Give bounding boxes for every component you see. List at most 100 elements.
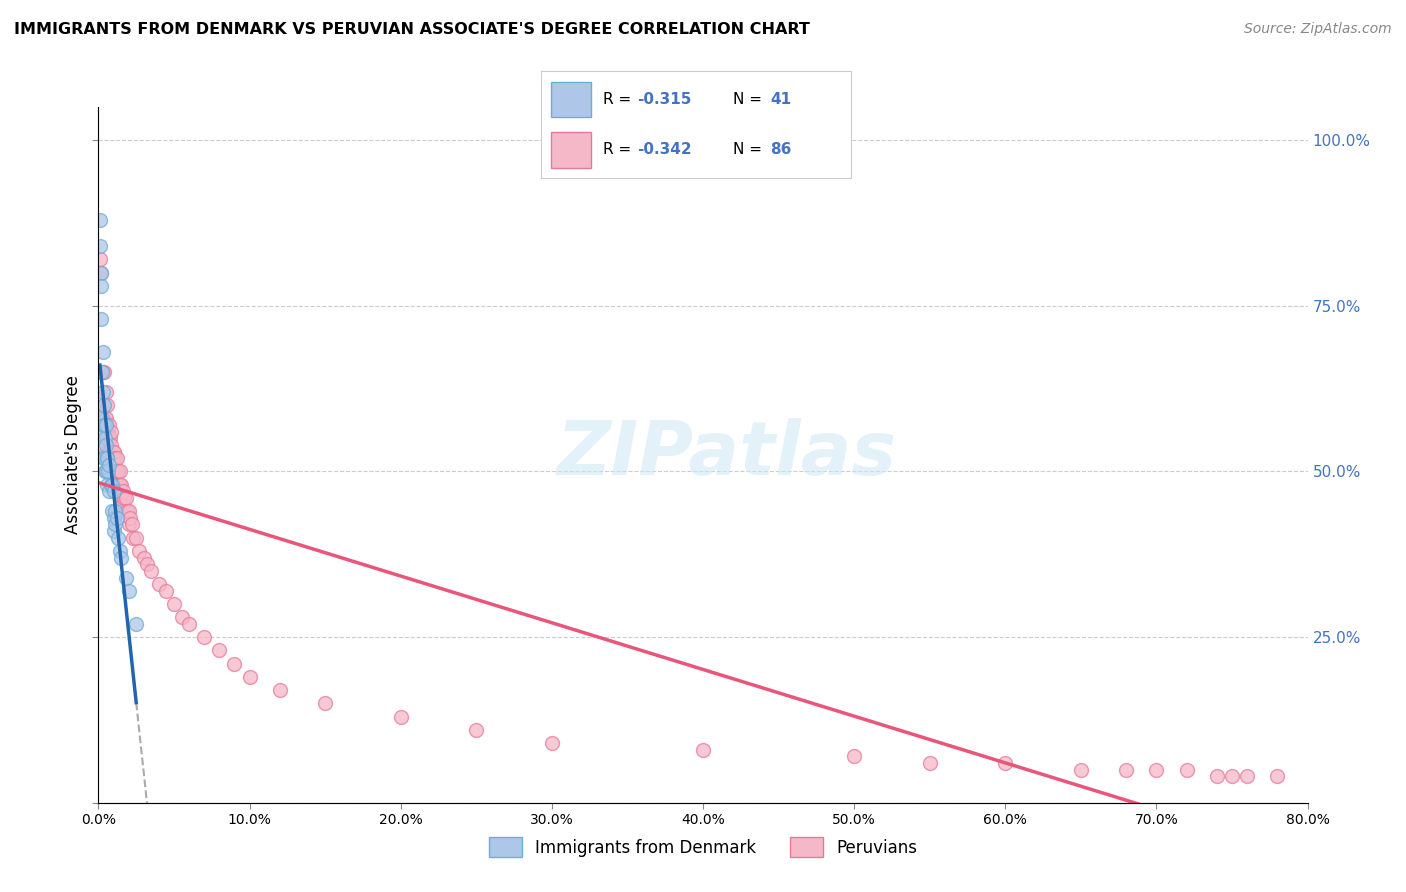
Point (97, 465, 120, 479)
Point (103, 484, 125, 499)
Point (122, 531, 145, 545)
Point (89, 212, 111, 227)
Point (104, 517, 127, 532)
Point (163, 597, 186, 611)
Point (98, 484, 121, 499)
Point (540, 736, 562, 750)
Point (91, 384, 114, 399)
Point (121, 517, 143, 532)
Point (93, 451, 115, 466)
Point (96, 431, 118, 445)
Point (96, 477, 118, 491)
Text: N =: N = (733, 142, 762, 157)
Point (103, 511, 125, 525)
Point (103, 451, 125, 466)
Point (1146, 763, 1168, 777)
Point (101, 444, 124, 458)
Point (115, 504, 138, 518)
Point (103, 444, 125, 458)
Text: ZIPatlas: ZIPatlas (557, 418, 897, 491)
Point (94, 444, 117, 458)
Point (90, 312, 112, 326)
Point (224, 657, 246, 671)
Point (125, 531, 148, 545)
Point (107, 465, 129, 479)
Point (692, 743, 714, 757)
Point (91, 365, 114, 379)
Point (93, 365, 115, 379)
Point (1115, 763, 1137, 777)
Bar (551, 82, 591, 118)
Y-axis label: Associate's Degree: Associate's Degree (65, 376, 83, 534)
Point (994, 756, 1017, 770)
Point (104, 504, 127, 518)
Point (110, 477, 132, 491)
Point (96, 418, 118, 433)
Text: 86: 86 (770, 142, 792, 157)
Point (125, 616, 148, 631)
Legend: Immigrants from Denmark, Peruvians: Immigrants from Denmark, Peruvians (482, 830, 924, 864)
Point (105, 465, 128, 479)
Point (96, 398, 118, 412)
Point (103, 524, 125, 538)
Point (108, 544, 131, 558)
Point (91, 411, 114, 425)
Point (118, 517, 141, 532)
Point (269, 683, 291, 698)
Point (96, 451, 118, 466)
Point (94, 411, 117, 425)
Point (94, 418, 117, 433)
Point (98, 458, 121, 472)
Point (111, 504, 134, 518)
Point (112, 498, 135, 512)
Point (155, 583, 177, 598)
Point (97, 425, 120, 439)
Point (103, 477, 125, 491)
Text: 41: 41 (770, 92, 792, 107)
Point (1070, 763, 1092, 777)
Point (96, 451, 118, 466)
Point (94, 465, 117, 479)
Text: N =: N = (733, 92, 762, 107)
Point (93, 418, 115, 433)
Point (1175, 763, 1198, 777)
Point (98, 431, 121, 445)
Point (91, 418, 114, 433)
Point (91, 365, 114, 379)
Point (94, 384, 117, 399)
Point (90, 365, 112, 379)
Point (104, 451, 127, 466)
Point (118, 504, 141, 518)
Text: IMMIGRANTS FROM DENMARK VS PERUVIAN ASSOCIATE'S DEGREE CORRELATION CHART: IMMIGRANTS FROM DENMARK VS PERUVIAN ASSO… (14, 22, 810, 37)
Point (93, 451, 115, 466)
Text: R =: R = (603, 142, 631, 157)
Point (148, 577, 170, 591)
Point (107, 484, 129, 499)
Point (1206, 769, 1229, 783)
Point (100, 438, 122, 452)
Point (94, 431, 117, 445)
Bar (551, 132, 591, 168)
Point (108, 477, 131, 491)
Point (112, 491, 135, 505)
Point (98, 444, 121, 458)
Text: Source: ZipAtlas.com: Source: ZipAtlas.com (1244, 22, 1392, 37)
Point (110, 498, 132, 512)
Point (97, 451, 120, 466)
Point (239, 670, 262, 684)
Point (465, 723, 488, 737)
Point (96, 465, 118, 479)
Point (110, 477, 132, 491)
Point (918, 756, 941, 770)
Point (208, 643, 231, 657)
Point (111, 484, 134, 499)
Point (314, 697, 336, 711)
Point (114, 570, 136, 584)
Point (89, 252, 111, 267)
Point (90, 279, 112, 293)
Point (107, 531, 129, 545)
Point (93, 418, 115, 433)
Point (110, 550, 132, 565)
Point (128, 544, 150, 558)
Text: -0.315: -0.315 (637, 92, 692, 107)
